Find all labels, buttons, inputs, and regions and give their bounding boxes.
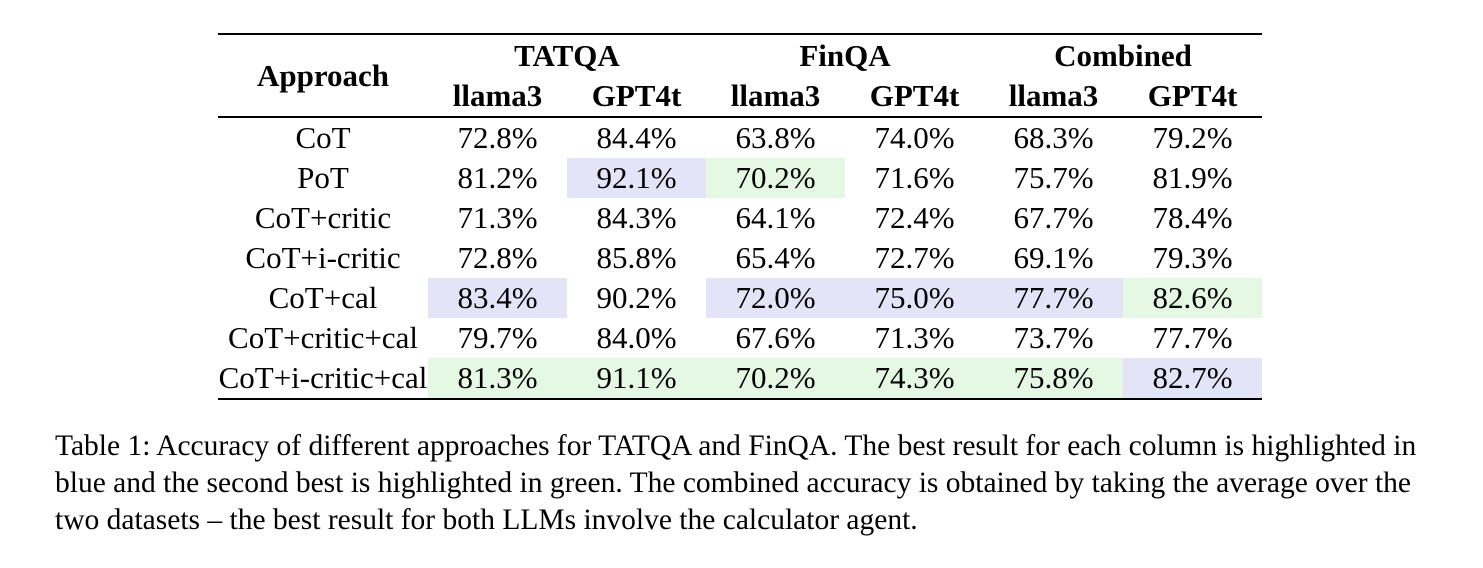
approach-label: CoT+cal — [268, 280, 378, 315]
accuracy-cell: 72.7% — [874, 240, 955, 275]
accuracy-cell: 78.4% — [1152, 200, 1233, 235]
sub-header-row: llama3 GPT4t llama3 GPT4t llama3 GPT4t — [218, 76, 1262, 117]
accuracy-cell: 77.7% — [984, 278, 1123, 318]
accuracy-cell: 90.2% — [596, 280, 677, 315]
accuracy-cell: 82.7% — [1123, 358, 1262, 399]
approach-label: CoT — [295, 120, 351, 155]
sub-header-tatqa-gpt4t: GPT4t — [591, 78, 682, 113]
accuracy-cell: 69.1% — [1013, 240, 1094, 275]
group-header-row: Approach TATQA FinQA Combined — [218, 34, 1262, 93]
accuracy-cell: 71.3% — [874, 320, 955, 355]
table-row: PoT 81.2% 92.1% 70.2% 71.6% 75.7% 81.9% — [218, 158, 1262, 198]
accuracy-cell: 84.0% — [596, 320, 677, 355]
group-header-tatqa: TATQA — [514, 37, 620, 73]
table-caption: Table 1: Accuracy of different approache… — [55, 428, 1455, 539]
approach-label: PoT — [297, 160, 349, 195]
sub-header-finqa-gpt4t: GPT4t — [869, 78, 960, 113]
sub-header-finqa-llama3: llama3 — [730, 78, 821, 113]
accuracy-cell: 65.4% — [735, 240, 816, 275]
table-row: CoT+critic 71.3% 84.3% 64.1% 72.4% 67.7%… — [218, 198, 1262, 238]
approach-column-header: Approach — [256, 57, 390, 93]
results-table: Approach TATQA FinQA Combined llama3 GPT… — [218, 33, 1262, 400]
sub-header-combined-llama3: llama3 — [1008, 78, 1099, 113]
accuracy-cell: 79.3% — [1152, 240, 1233, 275]
approach-label: CoT+i-critic+cal — [218, 360, 428, 395]
accuracy-cell: 72.8% — [457, 240, 538, 275]
accuracy-cell: 83.4% — [428, 278, 567, 318]
accuracy-cell: 79.2% — [1152, 120, 1233, 155]
approach-label: CoT+critic+cal — [228, 320, 418, 355]
accuracy-cell: 73.7% — [1013, 320, 1094, 355]
accuracy-cell: 63.8% — [735, 120, 816, 155]
accuracy-cell: 71.6% — [874, 160, 955, 195]
accuracy-cell: 74.3% — [845, 358, 984, 399]
accuracy-cell: 81.2% — [457, 160, 538, 195]
caption-line: two datasets – the best result for both … — [55, 504, 918, 536]
group-header-combined: Combined — [1054, 37, 1192, 73]
table-row: CoT+i-critic 72.8% 85.8% 65.4% 72.7% 69.… — [218, 238, 1262, 278]
accuracy-cell: 67.7% — [1013, 200, 1094, 235]
accuracy-cell: 82.6% — [1123, 278, 1262, 318]
approach-label: CoT+critic — [254, 200, 392, 235]
table-row: CoT+i-critic+cal 81.3% 91.1% 70.2% 74.3%… — [218, 358, 1262, 399]
accuracy-cell: 81.3% — [428, 358, 567, 399]
accuracy-cell: 75.7% — [1013, 160, 1094, 195]
caption-line: Table 1: Accuracy of different approache… — [55, 430, 1417, 462]
accuracy-cell: 70.2% — [706, 358, 845, 399]
table-row: CoT 72.8% 84.4% 63.8% 74.0% 68.3% 79.2% — [218, 117, 1262, 158]
accuracy-cell: 85.8% — [596, 240, 677, 275]
table-header: Approach TATQA FinQA Combined llama3 GPT… — [218, 34, 1262, 117]
accuracy-cell: 91.1% — [567, 358, 706, 399]
accuracy-cell: 84.3% — [596, 200, 677, 235]
table-row: CoT+cal 83.4% 90.2% 72.0% 75.0% 77.7% 82… — [218, 278, 1262, 318]
table-body: CoT 72.8% 84.4% 63.8% 74.0% 68.3% 79.2% … — [218, 117, 1262, 399]
accuracy-cell: 84.4% — [596, 120, 677, 155]
accuracy-cell: 81.9% — [1152, 160, 1233, 195]
approach-label: CoT+i-critic — [245, 240, 401, 275]
accuracy-cell: 74.0% — [874, 120, 955, 155]
table-row: CoT+critic+cal 79.7% 84.0% 67.6% 71.3% 7… — [218, 318, 1262, 358]
accuracy-cell: 72.0% — [706, 278, 845, 318]
group-header-finqa: FinQA — [799, 37, 891, 73]
accuracy-cell: 72.8% — [457, 120, 538, 155]
accuracy-cell: 75.8% — [984, 358, 1123, 399]
sub-header-combined-gpt4t: GPT4t — [1147, 78, 1238, 113]
accuracy-cell: 67.6% — [735, 320, 816, 355]
caption-line: blue and the second best is highlighted … — [55, 467, 1412, 499]
accuracy-cell: 68.3% — [1013, 120, 1094, 155]
accuracy-cell: 79.7% — [457, 320, 538, 355]
accuracy-cell: 71.3% — [457, 200, 538, 235]
accuracy-cell: 72.4% — [874, 200, 955, 235]
accuracy-cell: 70.2% — [706, 158, 845, 198]
accuracy-cell: 92.1% — [567, 158, 706, 198]
accuracy-cell: 77.7% — [1152, 320, 1233, 355]
accuracy-cell: 75.0% — [845, 278, 984, 318]
sub-header-tatqa-llama3: llama3 — [452, 78, 543, 113]
accuracy-cell: 64.1% — [735, 200, 816, 235]
